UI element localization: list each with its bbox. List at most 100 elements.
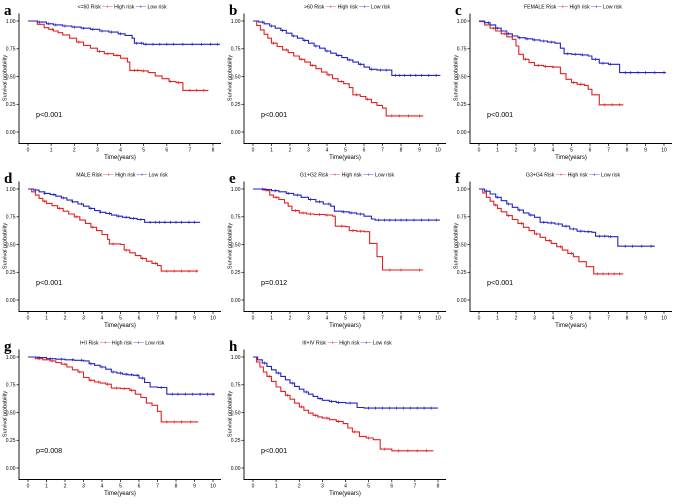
legend-high-label: High risk — [568, 5, 591, 11]
x-tick-label: 1 — [496, 148, 499, 154]
y-axis-title: Survival probability — [454, 55, 460, 101]
y-tick-label: 0.00 — [6, 298, 16, 304]
x-tick-label: 3 — [533, 316, 536, 322]
high-risk-censor-marks — [37, 357, 193, 424]
low-risk-censor-marks — [263, 361, 433, 410]
x-tick-label: 6 — [138, 484, 141, 490]
x-tick-label: 2 — [298, 484, 301, 490]
legend-high-marker: ─+─ — [325, 5, 337, 11]
legend: G3+G4 Risk ─+─ High risk ─+─ Low risk — [526, 173, 621, 179]
low-risk-censor-marks — [262, 188, 438, 222]
x-tick-label: 3 — [96, 148, 99, 154]
y-axis-title: Survival probability — [228, 223, 234, 269]
axes — [243, 349, 446, 480]
x-tick-label: 7 — [607, 148, 610, 154]
x-tick-label: 5 — [570, 316, 573, 322]
x-tick-label: 9 — [644, 148, 647, 154]
y-tick-label: 0.25 — [231, 270, 241, 276]
x-tick-label: 10 — [435, 316, 441, 322]
legend-low-marker: ─+─ — [136, 173, 148, 179]
x-tick-label: 1 — [275, 484, 278, 490]
y-tick-label: 1.00 — [6, 19, 16, 25]
x-tick-label: 1 — [45, 316, 48, 322]
low-risk-censor-marks — [484, 189, 653, 248]
x-tick-label: 0 — [478, 148, 481, 154]
km-chart-h: h III+IV Risk ─+─ High risk ─+─ Low risk 0… — [228, 339, 446, 497]
x-tick-label: 4 — [119, 148, 122, 154]
low-risk-curve — [28, 20, 220, 45]
legend-low-marker: ─+─ — [588, 173, 600, 179]
legend-high-label: High risk — [566, 173, 589, 179]
x-tick-label: 7 — [189, 148, 192, 154]
legend-low-label: Low risk — [602, 5, 623, 11]
high-risk-censor-marks — [267, 374, 428, 453]
x-tick-label: 8 — [626, 148, 629, 154]
x-tick-label: 2 — [64, 316, 67, 322]
x-tick-label: 1 — [496, 316, 499, 322]
p-value: p<0.001 — [261, 446, 287, 455]
x-tick-label: 6 — [589, 148, 592, 154]
x-tick-label: 4 — [101, 484, 104, 490]
x-axis-title: Time(years) — [555, 155, 587, 161]
x-tick-label: 9 — [193, 484, 196, 490]
panel-letter: f — [455, 171, 461, 187]
low-risk-curve — [479, 20, 666, 74]
x-tick-label: 1 — [45, 484, 48, 490]
legend: >60 Risk ─+─ High risk ─+─ Low risk — [304, 5, 390, 11]
legend-high-marker: ─+─ — [101, 5, 113, 11]
y-tick-label: 0.75 — [6, 215, 16, 221]
legend: <=60 Risk ─+─ High risk ─+─ Low risk — [77, 5, 167, 11]
x-tick-label: 7 — [381, 148, 384, 154]
x-tick-label: 2 — [289, 316, 292, 322]
x-tick-label: 5 — [344, 316, 347, 322]
y-tick-label: 0.50 — [231, 74, 241, 80]
km-panel-b: b >60 Risk ─+─ High risk ─+─ Low risk 0.00… — [225, 0, 451, 168]
x-tick-label: 6 — [589, 316, 592, 322]
panel-letter: g — [4, 339, 12, 355]
x-tick-label: 10 — [661, 148, 667, 154]
x-tick-label: 9 — [644, 316, 647, 322]
high-risk-curve — [479, 188, 624, 275]
legend-low-marker: ─+─ — [590, 5, 602, 11]
km-panel-g: g I+II Risk ─+─ High risk ─+─ Low risk 0.0… — [0, 336, 225, 504]
legend-high-marker: ─+─ — [99, 341, 111, 347]
high-risk-curve — [253, 188, 424, 271]
km-panel-d: d MALE Risk ─+─ High risk ─+─ Low risk 0.0… — [0, 168, 225, 336]
low-risk-curve — [28, 356, 215, 395]
x-tick-label: 5 — [119, 316, 122, 322]
x-tick-label: 9 — [418, 316, 421, 322]
low-risk-curve — [253, 356, 438, 409]
x-tick-label: 1 — [50, 148, 53, 154]
axes — [18, 349, 221, 480]
low-risk-censor-marks — [486, 21, 666, 75]
y-tick-label: 1.00 — [231, 19, 241, 25]
x-tick-label: 3 — [321, 484, 324, 490]
x-tick-label: 6 — [138, 316, 141, 322]
x-tick-label: 1 — [270, 148, 273, 154]
x-tick-label: 9 — [193, 316, 196, 322]
legend-low-label: Low risk — [600, 173, 621, 179]
x-tick-label: 4 — [344, 484, 347, 490]
legend-low-marker: ─+─ — [132, 341, 144, 347]
y-tick-label: 0.25 — [457, 270, 467, 276]
x-tick-label: 2 — [515, 148, 518, 154]
x-tick-label: 0 — [27, 316, 30, 322]
y-tick-label: 0.75 — [231, 47, 241, 53]
legend: FEMALE Risk ─+─ High risk ─+─ Low risk — [524, 5, 622, 11]
legend-title: MALE Risk — [76, 173, 103, 179]
y-tick-label: 0.75 — [231, 215, 241, 221]
high-risk-censor-marks — [492, 26, 622, 107]
axes — [469, 13, 672, 144]
legend-low-label: Low risk — [147, 173, 168, 179]
y-tick-label: 0.50 — [231, 242, 241, 248]
axes — [18, 13, 221, 144]
y-axis-title: Survival probability — [3, 223, 9, 269]
low-risk-curve — [253, 188, 440, 221]
legend-high-label: High risk — [336, 5, 359, 11]
x-tick-label: 7 — [156, 484, 159, 490]
x-tick-label: 7 — [381, 316, 384, 322]
p-value: p=0.012 — [261, 278, 287, 287]
x-axis-title: Time(years) — [329, 323, 361, 329]
y-tick-label: 0.50 — [457, 242, 467, 248]
